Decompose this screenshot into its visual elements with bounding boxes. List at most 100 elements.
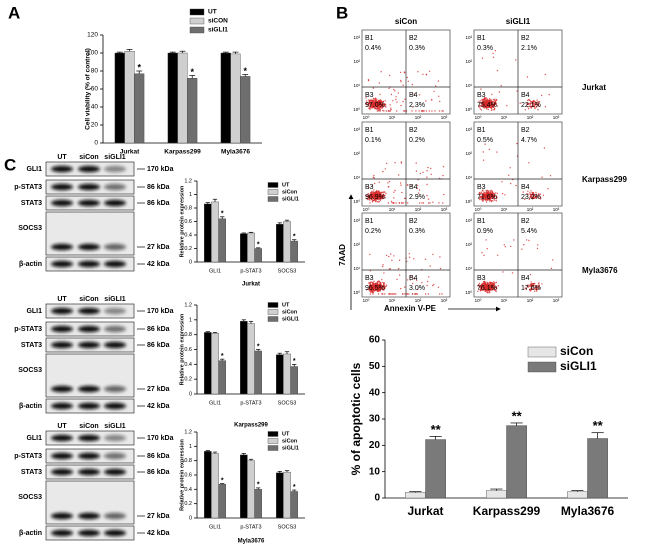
event-dot bbox=[414, 293, 416, 295]
event-dot bbox=[496, 151, 498, 153]
event-dot bbox=[527, 108, 530, 110]
event-dot bbox=[487, 108, 489, 111]
event-dot bbox=[416, 187, 419, 189]
event-dot bbox=[411, 110, 413, 112]
error-bar bbox=[179, 50, 186, 53]
bar bbox=[247, 460, 255, 519]
event-dot bbox=[395, 202, 397, 204]
event-dot bbox=[484, 197, 486, 199]
bar bbox=[254, 350, 263, 395]
event-dot bbox=[490, 100, 492, 102]
y-tick-label: 80 bbox=[91, 68, 99, 75]
event-dot bbox=[417, 71, 419, 73]
event-dot bbox=[492, 104, 494, 107]
event-dot bbox=[484, 198, 487, 200]
error-bar bbox=[284, 351, 290, 354]
event-dot bbox=[438, 95, 440, 98]
significance-mark: * bbox=[243, 66, 247, 76]
event-dot bbox=[380, 103, 382, 105]
quadrant-percent: 17.6% bbox=[521, 285, 541, 292]
event-dot bbox=[508, 174, 510, 176]
legend-swatch bbox=[267, 431, 279, 437]
event-dot bbox=[372, 103, 375, 105]
event-dot bbox=[430, 173, 432, 175]
event-dot bbox=[493, 193, 496, 196]
x-tick-label: p-STAT3 bbox=[240, 400, 261, 406]
event-dot bbox=[427, 166, 429, 169]
event-dot bbox=[426, 176, 428, 178]
event-dot bbox=[533, 197, 535, 199]
significance-mark: * bbox=[293, 484, 296, 491]
quadrant-percent: 0.3% bbox=[409, 228, 425, 235]
x-tick-label: SOCS3 bbox=[278, 400, 297, 406]
event-dot bbox=[532, 195, 535, 197]
blot-band bbox=[104, 468, 126, 476]
event-dot bbox=[379, 110, 381, 112]
event-dot bbox=[489, 105, 491, 108]
blot-band bbox=[104, 512, 126, 520]
event-dot bbox=[372, 293, 374, 295]
event-dot bbox=[373, 105, 375, 107]
error-bar bbox=[136, 70, 143, 74]
event-dot bbox=[549, 175, 552, 177]
event-dot bbox=[495, 200, 497, 202]
x-tick-label: 10³ bbox=[441, 115, 448, 120]
event-dot bbox=[487, 189, 489, 192]
event-dot bbox=[387, 182, 389, 184]
event-dot bbox=[369, 196, 371, 198]
quadrant-percent: 4.7% bbox=[521, 137, 537, 144]
x-tick-label: p-STAT3 bbox=[240, 268, 261, 274]
error-bar bbox=[277, 471, 282, 473]
event-dot bbox=[382, 284, 384, 287]
blot-band bbox=[78, 402, 100, 410]
y-tick-label: 10³ bbox=[353, 218, 360, 223]
event-dot bbox=[370, 103, 372, 105]
x-tick-label: Myla3676 bbox=[221, 149, 250, 156]
event-dot bbox=[494, 107, 496, 110]
blot-band bbox=[78, 385, 100, 393]
event-dot bbox=[492, 98, 495, 101]
legend-label: siGLI1 bbox=[282, 316, 299, 322]
event-dot bbox=[422, 73, 424, 76]
error-bar bbox=[241, 453, 246, 455]
event-dot bbox=[429, 70, 431, 73]
event-dot bbox=[393, 255, 395, 257]
legend-swatch bbox=[267, 316, 279, 322]
y-tick-label: 120 bbox=[87, 32, 98, 39]
event-dot bbox=[385, 254, 388, 257]
quadrant-name: B4 bbox=[521, 92, 530, 99]
event-dot bbox=[389, 253, 392, 255]
blot-row-label: STAT3 bbox=[21, 469, 42, 476]
row-label: Jurkat bbox=[582, 83, 606, 92]
error-bar bbox=[220, 483, 225, 485]
event-dot bbox=[374, 193, 377, 196]
x-tick-label: 10⁰ bbox=[363, 115, 370, 120]
event-dot bbox=[381, 196, 384, 198]
event-dot bbox=[393, 88, 395, 91]
event-dot bbox=[393, 197, 395, 199]
blot-row-label: β-actin bbox=[19, 261, 42, 268]
event-dot bbox=[492, 100, 494, 103]
event-dot bbox=[382, 101, 384, 103]
event-dot bbox=[523, 243, 525, 246]
legend-label: siCon bbox=[282, 438, 298, 444]
quadrant-percent: 97.0% bbox=[365, 102, 385, 109]
event-dot bbox=[376, 98, 378, 101]
y-tick-label: 0.2 bbox=[184, 246, 192, 252]
event-dot bbox=[482, 192, 484, 195]
event-dot bbox=[376, 108, 378, 111]
significance-mark: * bbox=[293, 358, 296, 365]
quadrant-percent: 0.3% bbox=[477, 45, 493, 52]
error-bar bbox=[126, 49, 133, 52]
event-dot bbox=[541, 283, 543, 285]
legend-swatch bbox=[267, 309, 279, 315]
event-dot bbox=[411, 83, 414, 86]
event-dot bbox=[485, 194, 487, 196]
y-tick-label: 10¹ bbox=[465, 266, 472, 271]
significance-mark: * bbox=[221, 353, 224, 360]
x-tick-label: 10¹ bbox=[501, 298, 508, 303]
bar bbox=[114, 52, 125, 144]
event-dot bbox=[529, 196, 531, 198]
legend-swatch bbox=[267, 302, 279, 308]
event-dot bbox=[506, 105, 508, 107]
